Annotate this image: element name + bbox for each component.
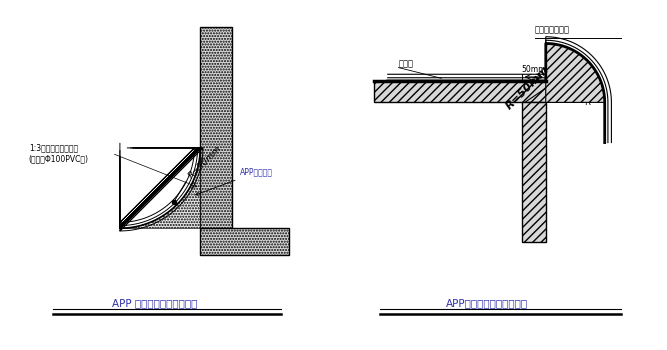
Text: R: R [584,98,590,107]
Polygon shape [522,103,546,242]
Text: APP 防水卷材基层阴角半径: APP 防水卷材基层阴角半径 [112,298,197,308]
Text: 防水层: 防水层 [398,59,414,68]
Text: APP防水卷材基层阳角半径: APP防水卷材基层阳角半径 [446,298,528,308]
Polygon shape [546,43,605,103]
Text: 1:3水泥砂浆压实抹光
(用直径Φ100PVC管): 1:3水泥砂浆压实抹光 (用直径Φ100PVC管) [29,143,89,164]
Text: APP防水卷材: APP防水卷材 [195,168,273,195]
Polygon shape [200,27,232,228]
Text: 此处分用砂浆补: 此处分用砂浆补 [535,26,570,35]
Text: R=50mm: R=50mm [504,64,552,111]
Polygon shape [120,148,200,228]
Polygon shape [374,81,546,103]
Text: 50mm: 50mm [522,65,546,74]
Text: R=50mm: R=50mm [187,144,224,181]
Polygon shape [200,228,289,255]
